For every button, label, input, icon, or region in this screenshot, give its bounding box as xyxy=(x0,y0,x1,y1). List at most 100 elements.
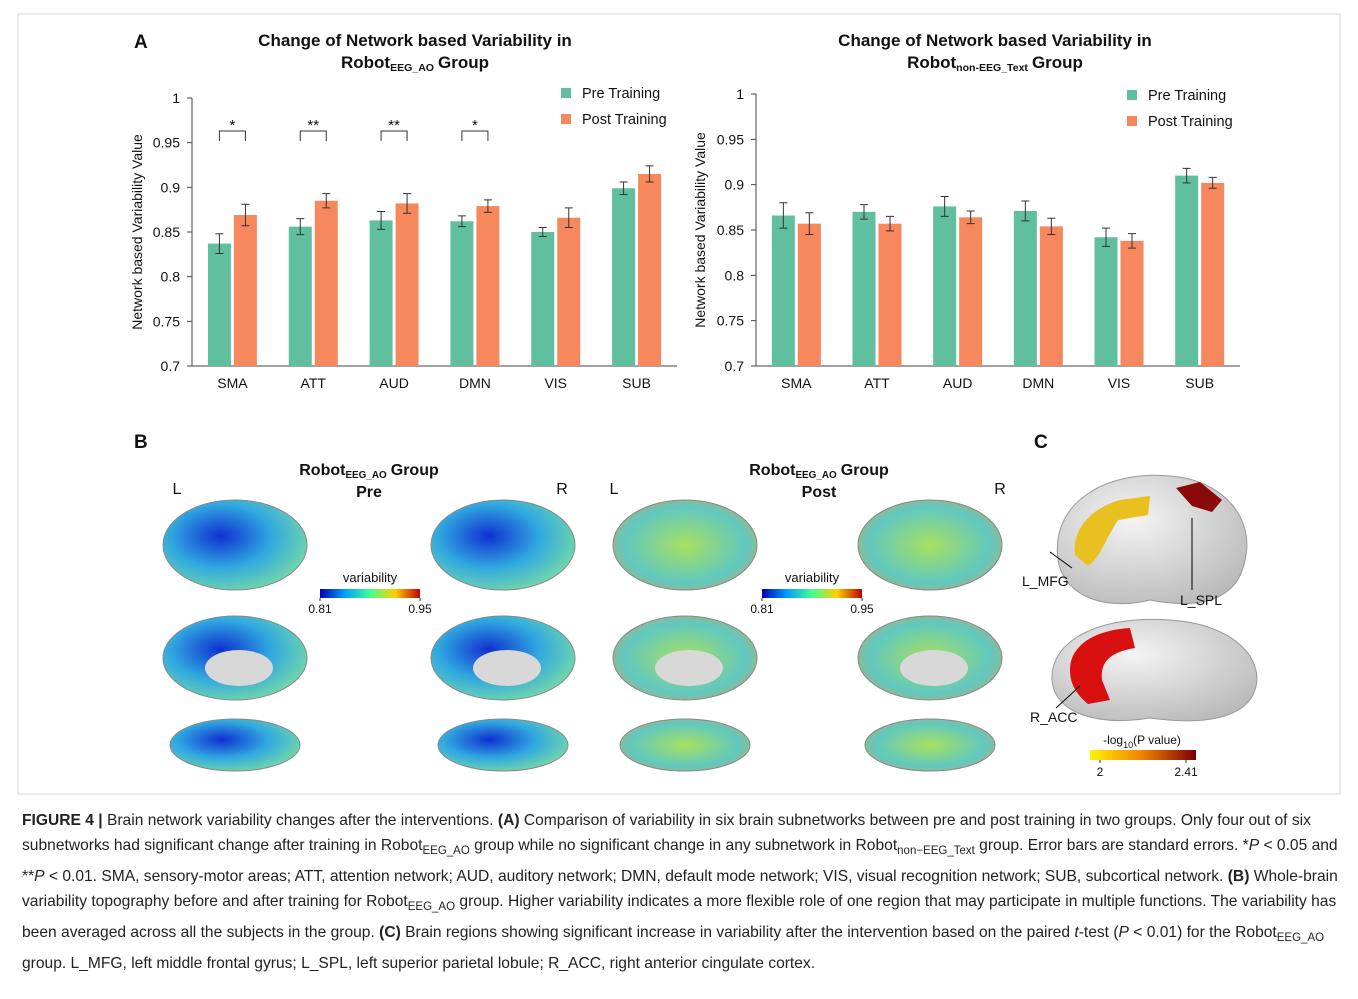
bar xyxy=(1121,241,1144,366)
bar xyxy=(315,201,338,366)
hemisphere-label: L xyxy=(610,481,619,498)
colorbar xyxy=(762,589,862,598)
colorbar-tick-label: 2.41 xyxy=(1174,765,1198,779)
x-tick-label: SMA xyxy=(217,375,248,391)
brain-lateral xyxy=(163,500,307,590)
title-line: RobotEEG_AO Group xyxy=(299,462,439,481)
x-tick-label: AUD xyxy=(379,375,409,391)
condition-label: Pre xyxy=(356,484,382,501)
caption-run: -test ( xyxy=(1079,924,1119,941)
y-tick-label: 0.75 xyxy=(717,313,744,329)
legend-label: Post Training xyxy=(1148,114,1233,130)
bar xyxy=(476,206,499,366)
caption-run: < 0.01. SMA, sensory-motor areas; ATT, a… xyxy=(45,868,1228,885)
colorbar-tick-label: 0.81 xyxy=(750,602,774,616)
significance-label: ** xyxy=(388,117,400,134)
caption-run: P xyxy=(1119,924,1129,941)
colorbar-tick-label: 2 xyxy=(1097,765,1104,779)
panel-a-area xyxy=(117,80,1252,380)
bar xyxy=(1201,183,1224,366)
panel-label: A xyxy=(134,32,148,53)
y-axis-label: Network based Variability Value xyxy=(692,132,708,328)
colorbar-label: variability xyxy=(343,570,398,585)
x-tick-label: ATT xyxy=(864,375,890,391)
significance-label: * xyxy=(472,117,478,134)
bar xyxy=(1014,211,1037,366)
caption-run: FIGURE 4 | xyxy=(22,812,103,829)
brain-ventral xyxy=(865,719,995,771)
bar xyxy=(933,206,956,366)
y-tick-label: 1 xyxy=(172,90,180,106)
colorbar xyxy=(320,589,420,598)
bar xyxy=(853,212,876,366)
caption-run: EEG_AO xyxy=(422,845,469,857)
legend-label: Post Training xyxy=(582,112,667,128)
title-subscript: EEG_AO xyxy=(795,470,837,481)
bar xyxy=(1095,237,1118,366)
x-tick-label: SMA xyxy=(781,375,812,391)
y-tick-label: 0.7 xyxy=(161,358,181,374)
panel-label: C xyxy=(1034,432,1048,453)
bar xyxy=(450,221,473,366)
y-tick-label: 0.75 xyxy=(153,313,180,329)
bar xyxy=(1040,226,1063,366)
bar xyxy=(289,227,312,366)
caption-run: Brain network variability changes after … xyxy=(103,812,498,829)
colorbar-tick-label: 0.81 xyxy=(308,602,332,616)
caption-run: EEG_AO xyxy=(408,901,455,913)
hemisphere-label: R xyxy=(994,481,1006,498)
title-part: Group xyxy=(841,462,889,479)
legend-swatch xyxy=(1127,90,1137,100)
legend-swatch xyxy=(561,88,571,98)
brain-lateral xyxy=(858,500,1002,590)
panel-label: B xyxy=(134,432,148,453)
y-tick-label: 1 xyxy=(736,86,744,102)
x-tick-label: VIS xyxy=(544,375,567,391)
legend-label: Pre Training xyxy=(582,86,660,102)
colorbar-label-part: (P value) xyxy=(1133,733,1181,747)
bar xyxy=(879,224,902,366)
y-tick-label: 0.95 xyxy=(153,135,180,151)
chart-title: Change of Network based Variability in xyxy=(838,31,1152,50)
condition-label: Post xyxy=(802,484,837,501)
x-tick-label: ATT xyxy=(301,375,327,391)
caption-run: (C) xyxy=(379,924,401,941)
brain-ventral xyxy=(620,719,750,771)
caption-run: (B) xyxy=(1228,868,1250,885)
x-tick-label: SUB xyxy=(1185,375,1214,391)
region-label: L_SPL xyxy=(1180,592,1222,608)
colorbar-tick-label: 0.95 xyxy=(408,602,432,616)
y-tick-label: 0.85 xyxy=(717,222,744,238)
title-part: Robot xyxy=(907,53,956,72)
y-tick-label: 0.9 xyxy=(161,179,181,195)
title-part: Robot xyxy=(299,462,346,479)
colorbar-label: variability xyxy=(785,570,840,585)
colorbar-label-part: -log xyxy=(1103,733,1123,747)
bar xyxy=(234,215,257,366)
bar xyxy=(531,232,554,366)
brain-medial-wall xyxy=(900,650,968,686)
figure: A B C L_MFG L_SPL R_ACC -log10(P value) … xyxy=(0,0,1358,800)
bar xyxy=(396,203,419,366)
caption-run: group. Error bars are standard errors. * xyxy=(975,837,1249,854)
caption-run: < 0.01) for the Robot xyxy=(1129,924,1277,941)
brain-ventral xyxy=(170,719,300,771)
bar xyxy=(370,220,393,366)
title-part: Group xyxy=(438,53,489,72)
brain-medial-wall xyxy=(205,650,273,686)
hemisphere-label: R xyxy=(556,481,568,498)
caption-run: group while no significant change in any… xyxy=(470,837,897,854)
x-tick-label: VIS xyxy=(1108,375,1131,391)
title-part: Group xyxy=(391,462,439,479)
brain-medial-wall xyxy=(655,650,723,686)
x-tick-label: DMN xyxy=(459,375,491,391)
title-subscript: EEG_AO xyxy=(345,470,387,481)
caption-run: non−EEG_Text xyxy=(897,845,975,857)
significance-label: ** xyxy=(307,117,319,134)
y-axis-label: Network based Variability Value xyxy=(129,134,145,330)
colorbar xyxy=(1090,750,1196,760)
colorbar-tick-label: 0.95 xyxy=(850,602,874,616)
bar xyxy=(612,188,635,366)
brain-c: L_MFG L_SPL R_ACC -log10(P value) xyxy=(1022,475,1257,760)
significance-label: * xyxy=(229,117,235,134)
